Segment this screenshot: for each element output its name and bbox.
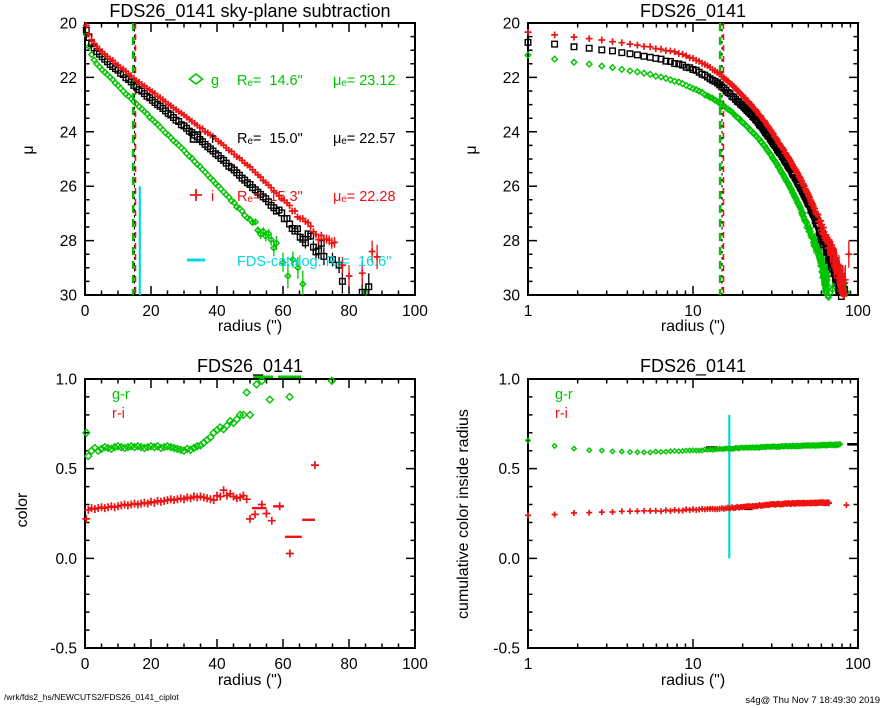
- footer-plot-path: /wrk/fds2_hs/NEWCUTS2/FDS26_0141_ciplot: [4, 692, 179, 702]
- series-g-r-markers: [81, 376, 337, 461]
- svg-text:26: 26: [60, 179, 77, 196]
- svg-text:60: 60: [274, 303, 292, 320]
- svg-text:0.5: 0.5: [55, 461, 77, 478]
- legend-mue-r: μₑ= 22.57: [333, 131, 396, 147]
- legend-item-ri-cum: r-i: [555, 406, 568, 422]
- title-bottom-right: FDS26_0141: [639, 356, 747, 376]
- panel-color-profile: 0 20 40 60 80 100 1.0 0.5 0.0 -0.5: [50, 372, 428, 674]
- svg-text:0.5: 0.5: [498, 461, 520, 478]
- legend-item-gr-cum: g-r: [555, 387, 573, 403]
- svg-text:-0.5: -0.5: [493, 641, 520, 658]
- svg-text:20: 20: [142, 656, 160, 673]
- svg-text:1.0: 1.0: [498, 372, 520, 389]
- svg-text:40: 40: [208, 303, 226, 320]
- series-i-errorbars: [312, 228, 378, 287]
- ylabel-bottom-right: cumulative color inside radius: [455, 409, 472, 619]
- svg-text:1: 1: [524, 303, 533, 320]
- svg-text:0: 0: [81, 656, 90, 673]
- svg-text:10: 10: [684, 656, 702, 673]
- svg-text:100: 100: [402, 656, 428, 673]
- svg-text:60: 60: [274, 656, 292, 673]
- xlabel-bottom-left: radius ("): [217, 672, 283, 689]
- footer-timestamp: s4g@ Thu Nov 7 18:49:30 2019: [745, 695, 880, 706]
- svg-text:100: 100: [845, 656, 871, 673]
- legend-re-i: Rₑ= 15.3": [237, 189, 303, 205]
- legend-mue-g: μₑ= 23.12: [333, 73, 396, 89]
- legend-row-g: g Rₑ= 14.6" μₑ= 23.12: [185, 68, 396, 94]
- catalog-line-icon: [185, 253, 211, 271]
- legend-cumulative-color: g-r r-i: [555, 386, 573, 424]
- legend-item-gr: g-r: [112, 387, 130, 403]
- svg-text:80: 80: [340, 303, 358, 320]
- legend-re-g: Rₑ= 14.6": [237, 73, 303, 89]
- svg-text:0: 0: [81, 303, 90, 320]
- title-bottom-left: FDS26_0141: [196, 356, 304, 376]
- title-top-right: FDS26_0141: [639, 1, 747, 21]
- ylabel-bottom-left: color: [14, 492, 31, 528]
- svg-text:0.0: 0.0: [498, 551, 520, 568]
- svg-text:22: 22: [60, 70, 77, 87]
- series-r-i-markers: [525, 499, 850, 519]
- series-r-i-markers: [82, 461, 319, 558]
- svg-text:20: 20: [503, 16, 521, 33]
- svg-text:20: 20: [142, 303, 160, 320]
- legend-band-g: g: [211, 73, 220, 89]
- svg-text:28: 28: [60, 233, 77, 250]
- legend-row-catalog: FDS-catalog: Rₑ= 16.6": [185, 249, 396, 275]
- ylabel-top-right: μ: [463, 145, 480, 155]
- i-plus-icon: [185, 188, 211, 206]
- series-g-r-markers: [524, 437, 844, 456]
- svg-text:24: 24: [503, 124, 521, 141]
- svg-text:28: 28: [503, 233, 520, 250]
- svg-text:1: 1: [524, 656, 533, 673]
- svg-text:26: 26: [503, 179, 520, 196]
- xlabel-top-left: radius ("): [217, 318, 283, 335]
- legend-row-i: i Rₑ= 15.3" μₑ= 22.28: [185, 184, 396, 210]
- svg-text:30: 30: [60, 288, 78, 305]
- ylabel-top-left: μ: [20, 145, 37, 155]
- series-g-errorbars: [805, 220, 848, 295]
- panel-sky-plane-subtraction: 0 20 40 60 80 100 20 22 24 26 28 30: [60, 16, 429, 321]
- legend-band-r: r: [211, 131, 216, 147]
- svg-text:1.0: 1.0: [55, 372, 77, 389]
- panel-cumulative-color: 1 10 100 1.0 0.5 0.0 -0.5: [493, 372, 871, 674]
- legend-main: g Rₑ= 14.6" μₑ= 23.12 r Rₑ= 15.0" μₑ= 22…: [185, 36, 396, 307]
- series-i-errorbars: [820, 225, 850, 295]
- series-g-errorbars: [251, 220, 367, 295]
- svg-text:-0.5: -0.5: [50, 641, 77, 658]
- svg-text:20: 20: [60, 16, 78, 33]
- svg-text:100: 100: [402, 303, 428, 320]
- svg-text:40: 40: [208, 656, 226, 673]
- svg-text:10: 10: [684, 303, 702, 320]
- legend-band-i: i: [211, 189, 215, 205]
- xlabel-bottom-right: radius ("): [660, 672, 726, 689]
- legend-color-profile: g-r r-i: [112, 386, 130, 424]
- svg-text:0.0: 0.0: [55, 551, 77, 568]
- svg-text:24: 24: [60, 124, 78, 141]
- legend-row-r: r Rₑ= 15.0" μₑ= 22.57: [185, 126, 396, 152]
- svg-text:100: 100: [845, 303, 871, 320]
- svg-text:80: 80: [340, 656, 358, 673]
- r-square-icon: [185, 130, 211, 148]
- legend-catalog-label: FDS-catalog: Rₑ= 16.6": [237, 254, 392, 270]
- xlabel-top-right: radius ("): [660, 318, 726, 335]
- title-top-left: FDS26_0141 sky-plane subtraction: [109, 1, 391, 21]
- legend-re-r: Rₑ= 15.0": [237, 131, 303, 147]
- legend-item-ri: r-i: [112, 406, 125, 422]
- g-diamond-icon: [185, 72, 211, 90]
- svg-text:30: 30: [503, 288, 521, 305]
- legend-mue-i: μₑ= 22.28: [333, 189, 396, 205]
- panel-mu-log-radius: 1 10 100 20 22 24 26 28 30: [503, 16, 872, 321]
- svg-text:22: 22: [503, 70, 520, 87]
